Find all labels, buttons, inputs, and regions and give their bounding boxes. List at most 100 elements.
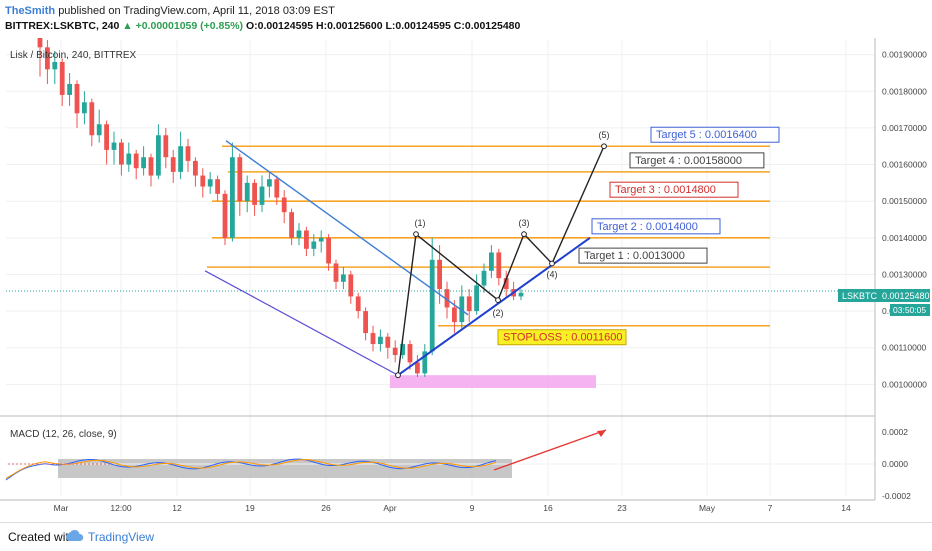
y-tick-label: 0.00100000 [882,379,927,389]
x-tick-label: 19 [245,503,255,513]
wave-point [495,297,501,303]
candle-body [148,157,154,176]
wave-point [413,231,419,238]
candle-body [503,278,509,290]
x-tick-label: 12 [172,503,182,513]
candle-body [348,274,354,297]
countdown-value: 03:50:05 [893,305,926,315]
y-tick-label: 0.00190000 [882,50,927,60]
candle-body [207,179,213,187]
candle-body [400,344,405,356]
target-label-box [609,181,739,198]
x-tick-label: Apr [383,503,396,513]
candle-body [311,241,317,249]
axes: 0.00190000 0.00180000 0.00170000 0.00160000… [0,38,927,513]
wedge-lower-line [204,270,399,376]
breakout-arrow-line [493,429,607,471]
candle-body [237,157,243,202]
tradingview-link[interactable]: TradingView [88,530,155,544]
x-tick-label: May [699,503,716,513]
wave-projection-path [397,145,605,376]
candle-body [363,311,368,334]
candle-body [518,292,524,297]
y-tick-label: 0.00170000 [882,123,927,133]
candle-body [133,153,139,169]
macd-consolidation-box [58,459,512,478]
macd-line [5,458,497,481]
target-label: Target 3 : 0.0014800 [615,184,716,196]
trendline-drawings: (1) (2) (3) (4) (5) [204,130,610,379]
candle-body [437,259,442,290]
tradingview-cloud-icon[interactable] [66,529,84,543]
macd-title: MACD (12, 26, close, 9) [10,429,117,440]
x-tick-label: Mar [54,503,69,513]
x-tick-label: 23 [617,503,627,513]
candle-body [170,157,176,172]
x-tick-label: 9 [470,503,475,513]
candle-body [378,336,383,345]
wave-point [549,260,555,267]
candle-body [119,142,124,165]
candle-body [89,102,95,136]
publish-line: TheSmith published on TradingView.com, A… [5,5,335,17]
last-price-badge [838,289,930,302]
candle-body [104,124,109,150]
candle-body [185,146,191,161]
y-tick-label: 0.00150000 [882,196,927,206]
wave-point [521,231,527,238]
x-tick-label: 16 [543,503,553,513]
candle-body [52,61,58,70]
candle-body [444,289,450,308]
candle-body [259,186,265,205]
macd-tick-label: 0.0000 [882,459,908,469]
signal-line [5,459,497,479]
candle-body [82,102,87,114]
candle-body [422,351,428,374]
wave-label: (3) [519,218,530,228]
target-label-box [650,126,780,143]
x-tick-label: 7 [768,503,773,513]
candle-body [452,307,457,323]
candle-body [496,252,502,279]
target-label-box [591,218,721,235]
wave-label: (4) [547,269,558,279]
candle-body [178,146,183,172]
price-chart[interactable]: Target 5 : 0.0016400 Target 4 : 0.0015800… [0,38,932,522]
target-levels: Target 5 : 0.0016400 Target 4 : 0.0015800… [207,126,780,346]
candlesticks [6,38,875,378]
last-price-value: 0.00125480 [882,291,930,301]
candle-body [45,47,50,70]
candle-body [59,61,65,95]
wave-label: (1) [415,218,426,228]
candle-body [415,362,420,374]
target-label: Target 4 : 0.00158000 [635,155,742,167]
candle-body [296,230,302,238]
candle-body [267,179,272,187]
chart-header: TheSmith published on TradingView.com, A… [0,0,932,36]
candle-body [370,333,376,345]
symbol-label: BITTREX:LSKBTC, 240 [5,20,120,32]
candle-body [230,157,235,238]
candle-body [489,252,494,271]
candle-body [37,38,43,48]
candle-body [481,270,487,286]
support-trendline [397,237,591,377]
author-link[interactable]: TheSmith [5,5,56,17]
macd-tick-label: 0.0002 [882,427,908,437]
candle-body [341,274,346,282]
countdown-badge [890,304,930,316]
wedge-upper-line [225,140,469,316]
candle-body [126,153,132,165]
breakout-arrow-head [597,430,606,437]
candle-body [304,230,309,249]
wave-label: (5) [599,130,610,140]
footer: Created with TradingView [0,522,932,551]
target-label: Target 2 : 0.0014000 [597,221,698,233]
candle-body [67,83,72,95]
wave-point [395,372,401,379]
candle-body [407,344,413,363]
candle-body [429,259,435,352]
created-with-label: Created with [8,530,76,544]
macd-tick-label: -0.0002 [882,491,911,501]
y-tick-label: 0.00140000 [882,233,927,243]
